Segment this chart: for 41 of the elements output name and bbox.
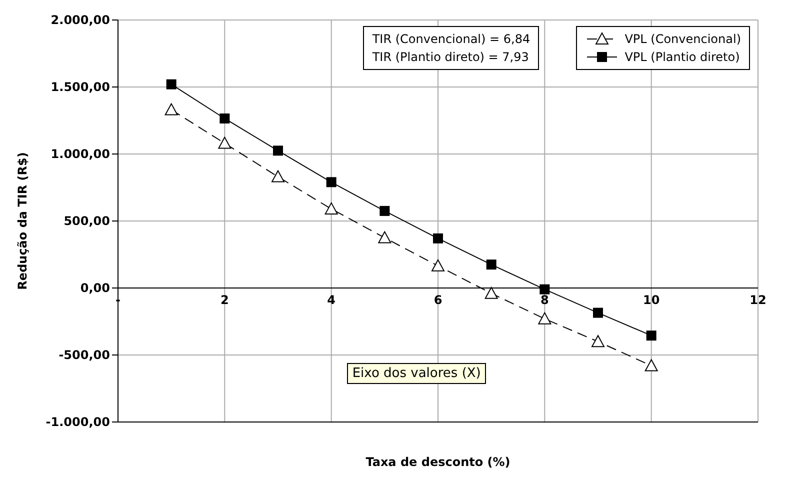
x-tick-label: 4 <box>327 293 336 307</box>
point <box>380 206 390 216</box>
point <box>540 284 550 294</box>
point <box>593 308 603 318</box>
point <box>166 79 176 90</box>
x-tick-label: 8 <box>540 293 549 307</box>
x-axis-title: Taxa de desconto (%) <box>366 455 510 469</box>
point <box>164 103 178 116</box>
point <box>326 177 336 188</box>
point <box>218 136 232 149</box>
x-tick-label: 10 <box>642 293 660 307</box>
y-tick-label: 1.000,00 <box>50 147 110 161</box>
legend-label: VPL (Plantio direto) <box>624 50 740 64</box>
y-tick-label: -1.000,00 <box>46 415 110 429</box>
y-tick-label: 0,00 <box>80 281 110 295</box>
annotation: TIR (Convencional) = 6,84 <box>372 31 530 48</box>
x-tick-label: 2 <box>220 293 229 307</box>
point <box>273 146 283 156</box>
y-tick-label: 500,00 <box>64 214 110 228</box>
point <box>220 113 230 124</box>
x-tick-label: 12 <box>750 293 766 307</box>
y-tick-label: 1.500,00 <box>50 80 110 94</box>
tooltip-box: Eixo dos valores (X) <box>347 363 486 384</box>
text-box: TIR (Convencional) = 6,84 TIR (Plantio direto) = 7,93 <box>363 26 540 70</box>
y-axis-title: Redução da TIR (R$) <box>15 152 30 290</box>
point <box>646 330 656 341</box>
point <box>324 202 338 214</box>
point <box>592 335 604 348</box>
legend-label: VPL (Convencional) <box>624 32 741 46</box>
point <box>486 260 496 270</box>
annotation: TIR (Plantio direto) = 7,93 <box>372 49 530 66</box>
point <box>432 259 444 272</box>
point <box>272 170 284 182</box>
x-tick-label: 6 <box>434 293 442 307</box>
point <box>644 359 658 372</box>
point <box>378 231 392 244</box>
y-tick-label: -500,00 <box>58 348 110 362</box>
point <box>484 286 498 299</box>
point <box>433 233 443 244</box>
point <box>538 312 552 324</box>
y-tick-label: 2.000,00 <box>50 13 110 27</box>
